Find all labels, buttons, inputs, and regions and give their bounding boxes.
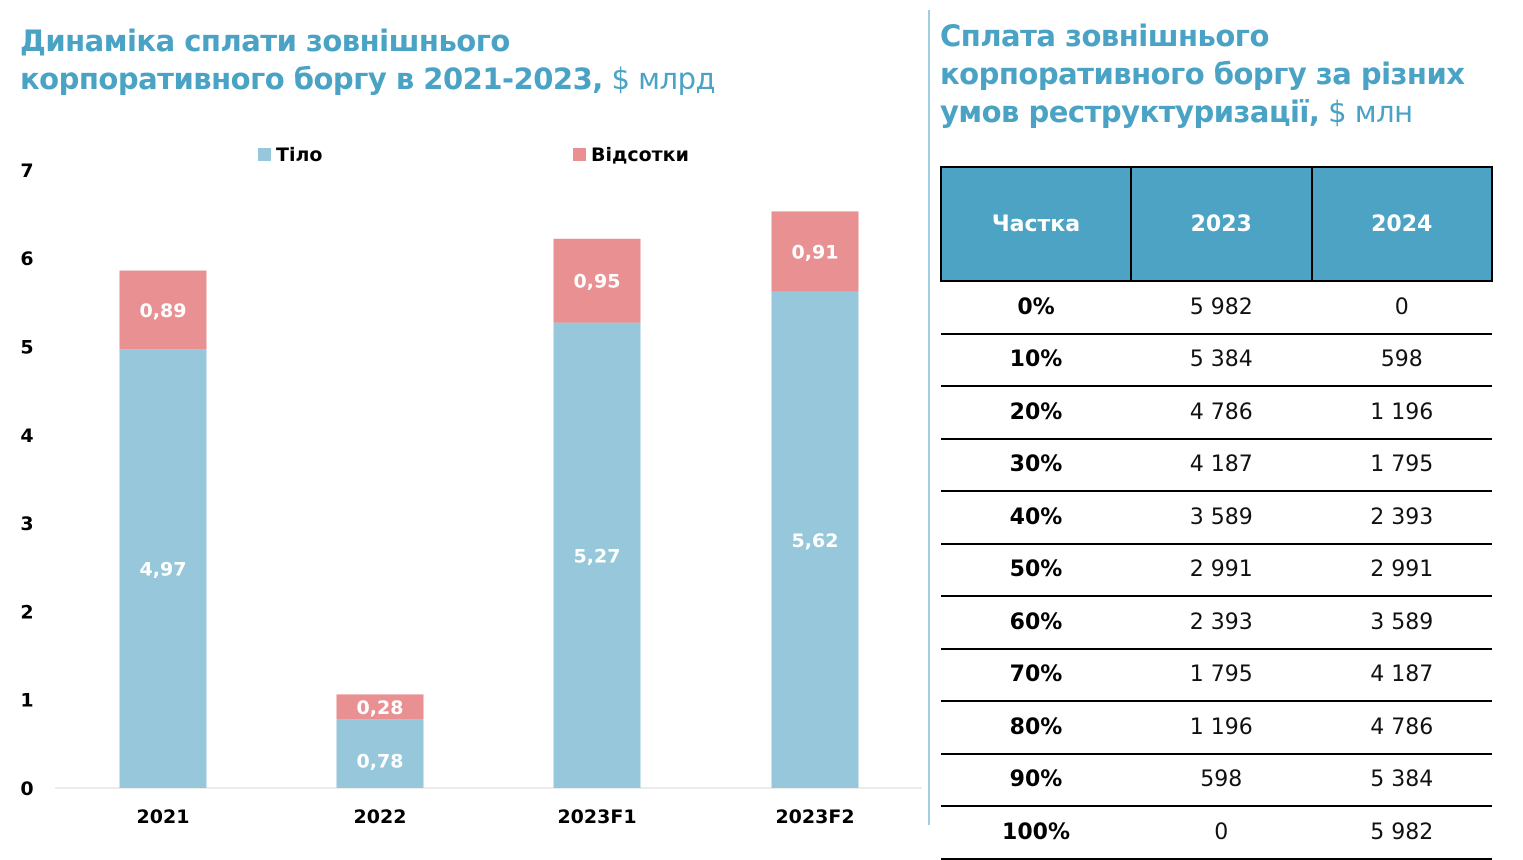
- table-cell: 60%: [941, 596, 1131, 650]
- data-label: 0,95: [574, 271, 621, 293]
- data-label: 4,97: [140, 559, 187, 581]
- x-tick-label: 2023F1: [557, 806, 636, 828]
- table-row: 40% 3 589 2 393: [941, 491, 1492, 545]
- table-row: 60% 2 393 3 589: [941, 596, 1492, 650]
- table-row: 20% 4 786 1 196: [941, 386, 1492, 440]
- bar-segment-body: [553, 322, 641, 788]
- table-cell: 3 589: [1131, 491, 1312, 545]
- table-cell: 1 795: [1311, 438, 1492, 492]
- table-cell: 1 196: [1131, 701, 1312, 755]
- table-header-cell: 2024: [1310, 166, 1493, 282]
- table-cell: 30%: [941, 438, 1131, 492]
- data-label: 0,91: [792, 242, 839, 264]
- table-cell: 2 393: [1311, 491, 1492, 545]
- table-cell: 4 786: [1131, 386, 1312, 440]
- x-tick-label: 2023F2: [775, 806, 854, 828]
- table-cell: 4 187: [1131, 438, 1312, 492]
- table-cell: 1 795: [1131, 648, 1312, 702]
- data-label: 5,27: [574, 545, 621, 567]
- stacked-bar-chart: 0 1 2 3 4 5 6 7 Тіло Відсотки 4,97 0,89 2021 0,78 0,28…: [20, 144, 922, 828]
- bar-segment-body: [119, 349, 207, 788]
- table-cell: 598: [1311, 333, 1492, 387]
- bar-segment-interest: [119, 270, 207, 350]
- y-tick-label: 4: [20, 425, 33, 447]
- y-tick-label: 5: [20, 337, 33, 359]
- data-label: 0,28: [357, 697, 404, 719]
- bar-segment-interest: [771, 211, 859, 292]
- table-cell: 2 393: [1131, 596, 1312, 650]
- table-cell: 5 982: [1131, 281, 1312, 335]
- x-tick-label: 2021: [137, 806, 190, 828]
- title-text: Динаміка сплати зовнішнього корпоративно…: [20, 24, 603, 96]
- title-text: Сплата зовнішнього корпоративного боргу …: [940, 19, 1465, 129]
- table-header-cell: 2023: [1130, 166, 1313, 282]
- data-label: 0,78: [357, 751, 404, 773]
- table-cell: 1 196: [1311, 386, 1492, 440]
- data-label: 5,62: [792, 530, 839, 552]
- legend-swatch-body: [258, 148, 271, 161]
- bar-segment-body: [771, 291, 859, 788]
- table-cell: 90%: [941, 753, 1131, 807]
- left-chart-title: Динаміка сплати зовнішнього корпоративно…: [20, 22, 780, 98]
- table-cell: 40%: [941, 491, 1131, 545]
- table-cell: 10%: [941, 333, 1131, 387]
- legend-swatch-interest: [573, 148, 586, 161]
- table-cell: 0: [1311, 281, 1492, 335]
- y-tick-label: 2: [20, 601, 33, 623]
- table-cell: 4 786: [1311, 701, 1492, 755]
- data-label: 0,89: [140, 300, 187, 322]
- legend-label: Відсотки: [591, 144, 689, 166]
- table-row: 30% 4 187 1 795: [941, 438, 1492, 492]
- table-cell: 50%: [941, 543, 1131, 597]
- right-table-title: Сплата зовнішнього корпоративного боргу …: [940, 17, 1520, 131]
- table-row: 0% 5 982 0: [941, 281, 1492, 335]
- table-row: 70% 1 795 4 187: [941, 648, 1492, 702]
- table-cell: 5 384: [1311, 753, 1492, 807]
- table-cell: 3 589: [1311, 596, 1492, 650]
- table-cell: 5 384: [1131, 333, 1312, 387]
- table-cell: 598: [1131, 753, 1312, 807]
- table-cell: 0%: [941, 281, 1131, 335]
- table-header-cell: Частка: [940, 166, 1132, 282]
- table-cell: 2 991: [1311, 543, 1492, 597]
- table-cell: 20%: [941, 386, 1131, 440]
- bar-segment-body: [336, 719, 424, 788]
- table-cell: 2 991: [1131, 543, 1312, 597]
- bar-segment-interest: [553, 238, 641, 323]
- y-tick-label: 3: [20, 513, 33, 535]
- title-unit: $ млн: [1319, 95, 1413, 129]
- table-row: 50% 2 991 2 991: [941, 543, 1492, 597]
- table-row: 80% 1 196 4 786: [941, 701, 1492, 755]
- y-tick-label: 7: [20, 160, 33, 182]
- restructuring-table: Частка 2023 2024 0% 5 982 0 10% 5 384 598 20% 4 7…: [940, 166, 1493, 860]
- y-tick-label: 1: [20, 690, 33, 712]
- table-row: 90% 598 5 384: [941, 753, 1492, 807]
- table-cell: 80%: [941, 701, 1131, 755]
- divider: [928, 10, 930, 825]
- bar-segment-interest: [336, 694, 424, 720]
- table-row: 10% 5 384 598: [941, 333, 1492, 387]
- title-unit: $ млрд: [602, 62, 716, 96]
- legend-label: Тіло: [276, 144, 322, 166]
- table-cell: 70%: [941, 648, 1131, 702]
- table-cell: 4 187: [1311, 648, 1492, 702]
- y-tick-label: 6: [20, 248, 33, 270]
- y-tick-label: 0: [20, 778, 33, 800]
- x-tick-label: 2022: [354, 806, 407, 828]
